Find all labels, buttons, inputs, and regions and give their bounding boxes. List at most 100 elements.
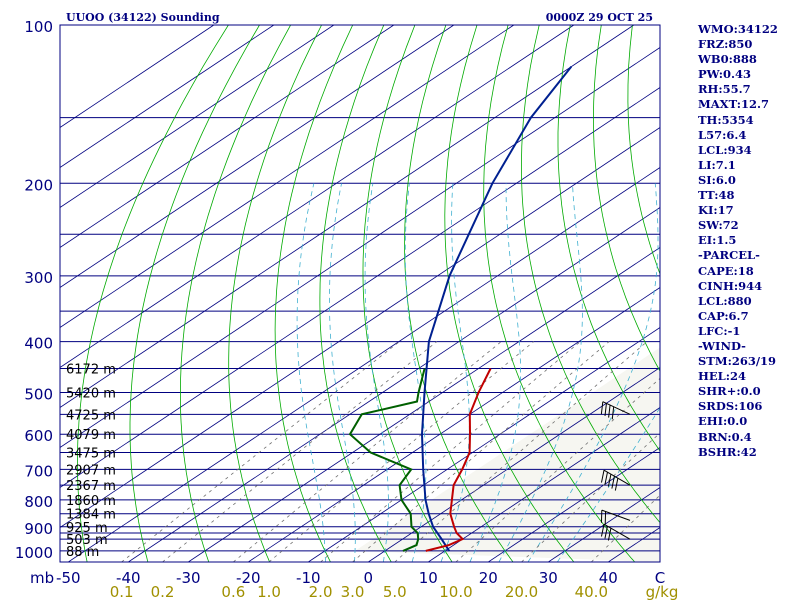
height-label: 925 m xyxy=(66,521,108,536)
pressure-tick-label: 700 xyxy=(24,462,53,480)
dry-adiabat-line xyxy=(362,25,453,562)
mixing-ratio-line xyxy=(233,341,502,562)
isotherm-line xyxy=(428,407,660,562)
isotherm-line xyxy=(60,87,660,489)
isotherm-line xyxy=(60,25,335,209)
temperature-axis: -50 -40 -30 -20 -10 0 10 20 30 40 C xyxy=(56,569,665,587)
temperature-trace xyxy=(425,368,492,552)
wind-barb-layer xyxy=(600,401,631,541)
profile-layer xyxy=(348,65,573,552)
index-row: EI:1.5 xyxy=(698,233,737,248)
index-row: TT:48 xyxy=(698,188,735,203)
wind-barb-flag xyxy=(604,526,608,539)
index-row: TH:5354 xyxy=(698,112,754,127)
index-row: MAXT:12.7 xyxy=(698,97,769,112)
index-row: -PARCEL- xyxy=(698,248,760,263)
isotherm-line xyxy=(60,127,660,529)
index-row: LFC:-1 xyxy=(698,323,741,338)
index-row: CINH:944 xyxy=(698,278,763,293)
wind-barb xyxy=(600,469,631,491)
parcel-trace xyxy=(420,65,573,552)
pressure-tick-label: 1000 xyxy=(15,544,53,562)
pressure-unit-label: mb xyxy=(30,569,54,587)
dry-adiabat-line xyxy=(129,25,260,562)
height-label: 4725 m xyxy=(66,408,116,423)
moist-adiabat-line xyxy=(329,183,356,562)
index-row: CAP:6.7 xyxy=(698,308,749,323)
indices-panel: WMO:34122 FRZ:850 WB0:888 PW:0.43 RH:55.7 MAX… xyxy=(698,22,798,460)
wind-barb-flag xyxy=(607,474,612,487)
mixing-ratio-line xyxy=(352,341,610,562)
index-row: CAPE:18 xyxy=(698,263,754,278)
dewpoint-trace xyxy=(348,368,426,552)
isotherm-line xyxy=(60,25,275,169)
temperature-tick-label: -50 xyxy=(56,569,81,587)
index-row: LCL:934 xyxy=(698,142,752,157)
index-row: BSHR:42 xyxy=(698,444,757,459)
temperature-tick-label: -10 xyxy=(296,569,321,587)
index-row: BRN:0.4 xyxy=(698,429,752,444)
mixing-ratio-line xyxy=(121,341,400,562)
moist-adiabat-line xyxy=(296,183,326,562)
dry-adiabat-line xyxy=(180,25,291,562)
grid-layer xyxy=(60,25,660,562)
height-labels: 6172 m 5420 m 4725 m 4079 m 3475 m 2907 m2367… xyxy=(66,362,116,559)
wind-barb-staff xyxy=(603,523,631,540)
temperature-tick-label: 30 xyxy=(539,569,558,587)
index-row: SW:72 xyxy=(698,218,739,233)
isotherm-line xyxy=(60,25,455,289)
wind-barb-flag xyxy=(600,470,605,483)
dry-adiabat-line xyxy=(319,25,392,562)
mixing-ratio-tick-label: 5.0 xyxy=(383,583,407,600)
stable-region-shade xyxy=(355,25,660,562)
moist-adiabat-line xyxy=(498,183,583,562)
dry-adiabat-line xyxy=(444,25,575,562)
index-row: FRZ:850 xyxy=(698,37,753,52)
isotherm-line xyxy=(60,25,215,129)
temperature-tick-label: -20 xyxy=(236,569,261,587)
temperature-tick-label: 20 xyxy=(479,569,498,587)
isotherm-line xyxy=(60,25,395,249)
mixing-ratio-tick-label: 0.1 xyxy=(110,583,134,600)
wind-barb-flag xyxy=(604,472,608,485)
index-row: LCL:880 xyxy=(698,293,752,308)
wind-barb-flag xyxy=(611,406,615,420)
wind-barb-flag xyxy=(604,403,607,416)
height-label: 3475 m xyxy=(66,446,116,461)
isotherm-line xyxy=(60,25,635,409)
isotherm-line xyxy=(68,167,660,562)
temperature-tick-label: 0 xyxy=(364,569,374,587)
height-label: 2907 m xyxy=(66,463,116,478)
wind-barb-staff xyxy=(601,509,631,521)
mixing-ratio-tick-label: 0.6 xyxy=(221,583,245,600)
pressure-tick-label: 400 xyxy=(24,335,53,353)
moist-adiabat-line xyxy=(404,183,427,562)
dry-adiabat-line xyxy=(520,25,660,524)
dry-adiabat-line xyxy=(557,25,660,452)
index-row: L57:6.4 xyxy=(698,127,747,142)
plot-frame xyxy=(59,24,661,563)
height-label: 1860 m xyxy=(66,494,116,509)
dry-adiabat-line xyxy=(228,25,322,562)
dry-adiabat-line xyxy=(76,25,229,562)
isotherm-line xyxy=(488,447,660,562)
mixing-ratio-tick-label: 10.0 xyxy=(439,583,472,600)
index-row: STM:263/19 xyxy=(698,354,777,369)
index-row: HEL:24 xyxy=(698,369,746,384)
isotherm-line xyxy=(188,247,660,562)
pressure-tick-label: 200 xyxy=(24,176,53,194)
temperature-tick-label: -30 xyxy=(176,569,201,587)
index-row: SHR+:0.0 xyxy=(698,384,761,399)
mixing-ratio-line xyxy=(591,494,660,562)
index-row: SRDS:106 xyxy=(698,399,763,414)
wind-barb-flag xyxy=(607,528,612,541)
mixing-ratio-tick-label: 3.0 xyxy=(341,583,365,600)
wind-barb-staff xyxy=(602,401,631,415)
isotherm-line xyxy=(128,207,660,562)
mixing-ratio-axis: 0.1 0.2 0.6 1.0 2.0 3.0 5.0 10.0 20.0 40.0 g/kg xyxy=(110,583,679,600)
moist-adiabat-line xyxy=(527,183,659,562)
isotherm-line xyxy=(60,25,575,369)
mixing-ratio-tick-label: 40.0 xyxy=(575,583,608,600)
temperature-tick-label: 10 xyxy=(419,569,438,587)
